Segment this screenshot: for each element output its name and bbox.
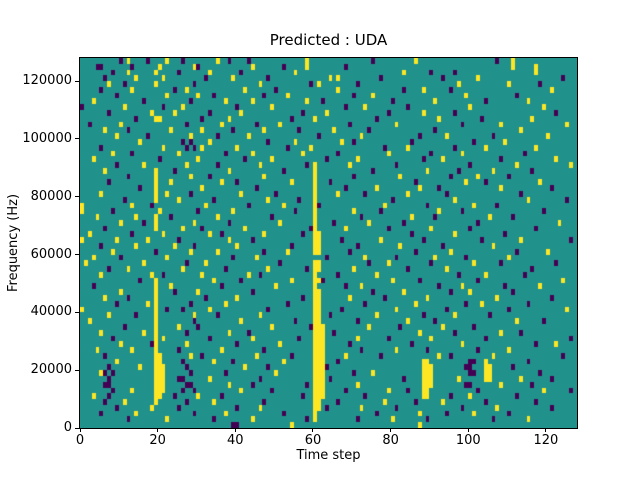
x-tick-mark <box>312 428 314 432</box>
x-tick-label: 100 <box>455 433 481 448</box>
y-tick-label: 80000 <box>30 188 72 204</box>
heatmap-canvas <box>80 58 577 428</box>
y-tick-mark <box>75 80 79 82</box>
y-tick-mark <box>75 369 79 371</box>
y-tick-label: 40000 <box>30 304 72 320</box>
y-tick-mark <box>75 311 79 313</box>
x-tick-label: 60 <box>304 433 322 448</box>
x-tick-mark <box>390 428 392 432</box>
y-tick-mark <box>75 138 79 140</box>
y-axis-label: Frequency (Hz) <box>6 193 21 293</box>
x-tick-mark <box>234 428 236 432</box>
y-tick-mark <box>75 196 79 198</box>
x-tick-label: 40 <box>227 433 244 448</box>
x-tick-label: 80 <box>382 433 399 448</box>
x-tick-label: 0 <box>75 433 85 448</box>
y-tick-mark <box>75 427 79 429</box>
y-tick-label: 100000 <box>22 130 72 146</box>
x-tick-label: 120 <box>533 433 559 448</box>
x-tick-mark <box>79 428 81 432</box>
y-tick-label: 0 <box>63 420 72 435</box>
y-tick-label: 120000 <box>22 73 72 89</box>
y-tick-label: 20000 <box>30 362 72 378</box>
x-tick-mark <box>545 428 547 432</box>
y-tick-label: 60000 <box>30 246 72 262</box>
x-tick-label: 20 <box>149 433 166 448</box>
y-tick-mark <box>75 254 79 256</box>
plot-area <box>79 57 578 429</box>
x-tick-mark <box>157 428 159 432</box>
x-tick-mark <box>467 428 469 432</box>
x-axis-label: Time step <box>296 448 361 463</box>
chart-title: Predicted : UDA <box>269 31 388 49</box>
